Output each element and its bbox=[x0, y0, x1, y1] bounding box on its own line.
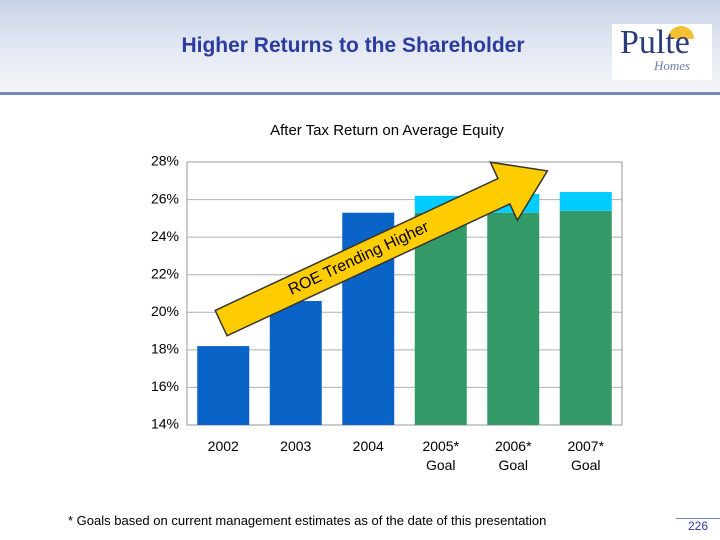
plot-frame bbox=[186, 161, 623, 426]
chart-title: After Tax Return on Average Equity bbox=[270, 122, 504, 139]
header-banner bbox=[0, 0, 720, 92]
page-number: 226 bbox=[676, 518, 720, 533]
bar bbox=[559, 192, 612, 211]
y-tick-label: 22% bbox=[151, 265, 179, 281]
bar bbox=[269, 301, 322, 425]
logo-text: Pulte bbox=[620, 24, 690, 61]
logo: Pulte Homes bbox=[612, 24, 712, 80]
y-tick-label: 28% bbox=[151, 153, 179, 169]
x-tick-label: 2002 bbox=[207, 438, 239, 454]
bar bbox=[414, 212, 467, 425]
y-tick-label: 26% bbox=[151, 190, 179, 206]
x-tick-label: 2006* Goal bbox=[494, 438, 532, 473]
y-tick-label: 20% bbox=[151, 303, 179, 319]
logo-sun bbox=[668, 26, 694, 39]
bar bbox=[487, 212, 540, 425]
footnote: * Goals based on current management esti… bbox=[68, 513, 547, 528]
y-tick-label: 24% bbox=[151, 228, 179, 244]
header-rule bbox=[0, 92, 720, 95]
x-tick-label: 2003 bbox=[280, 438, 312, 454]
x-tick-label: 2007* Goal bbox=[567, 438, 605, 473]
bar bbox=[197, 346, 250, 425]
y-tick-label: 14% bbox=[151, 416, 179, 432]
slide-title: Higher Returns to the Shareholder bbox=[181, 34, 525, 57]
arrow-shape bbox=[214, 161, 549, 337]
y-tick-label: 18% bbox=[151, 341, 179, 357]
logo-subtext: Homes bbox=[654, 58, 691, 73]
y-tick-label: 16% bbox=[151, 378, 179, 394]
x-tick-label: 2004 bbox=[352, 438, 384, 454]
x-tick-label: 2005* Goal bbox=[422, 438, 460, 473]
bar bbox=[559, 210, 612, 425]
